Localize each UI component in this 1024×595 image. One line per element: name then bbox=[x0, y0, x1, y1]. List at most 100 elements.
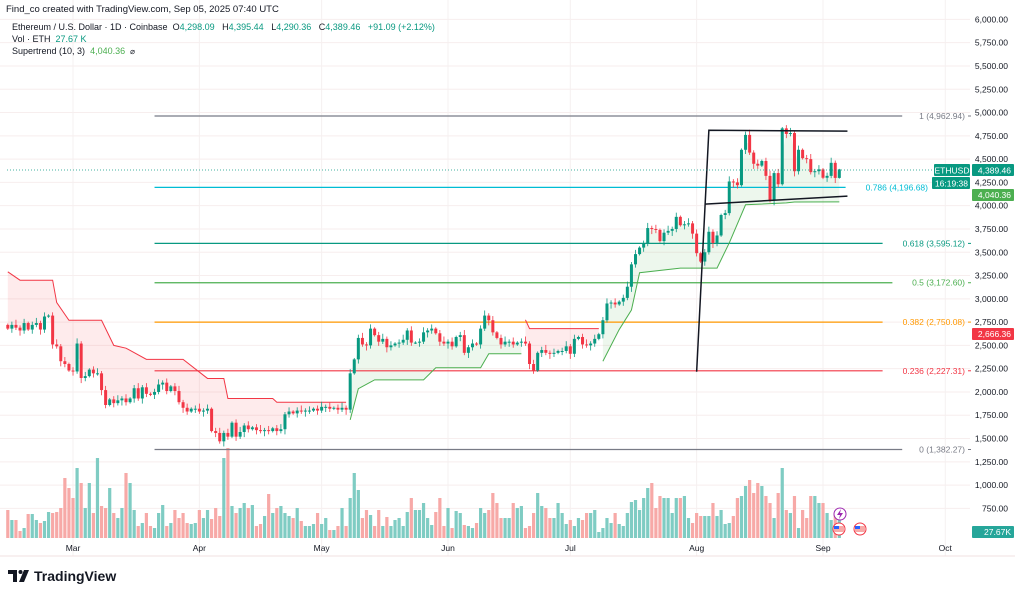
price-tick-label: 3,250.00 bbox=[975, 271, 1008, 281]
volume-bar bbox=[421, 503, 426, 538]
volume-bar bbox=[210, 519, 214, 538]
candle-body bbox=[576, 337, 580, 339]
close-value: 4,389.46 bbox=[325, 22, 361, 32]
candle-body bbox=[279, 429, 283, 432]
candle-body bbox=[312, 408, 315, 411]
candle-body bbox=[825, 175, 829, 178]
candle-body bbox=[536, 352, 540, 371]
volume-bar bbox=[99, 506, 104, 538]
candle-body bbox=[332, 407, 336, 409]
volume-bar bbox=[809, 496, 813, 538]
price-tick-label: 4,250.00 bbox=[975, 177, 1008, 187]
price-axis[interactable]: 6,000.00 5,750.00 5,500.00 5,250.00 5,000.00… bbox=[975, 14, 1008, 513]
price-tick-label: 4,000.00 bbox=[975, 201, 1008, 211]
volume-bar bbox=[527, 526, 532, 538]
fib-level-label: 0.618 (3,595.12) bbox=[903, 238, 966, 248]
tradingview-logo-icon bbox=[8, 570, 29, 582]
candle-body bbox=[670, 228, 674, 231]
volume-bar bbox=[116, 518, 120, 538]
volume-bar bbox=[104, 508, 108, 538]
volume-bar bbox=[230, 506, 234, 538]
candle-body bbox=[356, 337, 360, 360]
volume-bar bbox=[254, 526, 259, 538]
price-tick-label: 5,250.00 bbox=[975, 84, 1008, 94]
supertrend-down-fill bbox=[7, 271, 347, 438]
candle-body bbox=[377, 335, 381, 342]
candle-body bbox=[222, 432, 226, 442]
low-value: 4,290.36 bbox=[276, 22, 312, 32]
candle-body bbox=[507, 341, 511, 343]
time-axis[interactable]: Mar Apr May Jun Jul Aug Sep Oct bbox=[66, 543, 953, 553]
candle-body bbox=[128, 398, 132, 403]
candle-body bbox=[487, 315, 491, 321]
volume-bar bbox=[148, 526, 153, 538]
candle-body bbox=[475, 343, 479, 345]
volume-bar bbox=[430, 525, 434, 538]
candle-body bbox=[104, 390, 108, 405]
candle-body bbox=[711, 231, 715, 243]
price-tick-label: 2,500.00 bbox=[975, 340, 1008, 350]
candle-body bbox=[295, 410, 299, 414]
candle-body bbox=[581, 337, 585, 345]
attribution-text: Find_co created with TradingView.com, Se… bbox=[6, 4, 279, 15]
candle-body bbox=[760, 160, 764, 166]
candle-body bbox=[621, 297, 625, 302]
price-tick-label: 2,750.00 bbox=[975, 317, 1008, 327]
candle-body bbox=[723, 213, 727, 215]
candle-body bbox=[739, 149, 743, 186]
candle-body bbox=[719, 214, 723, 236]
candle-body bbox=[572, 338, 576, 354]
candle-body bbox=[271, 428, 275, 432]
volume-bar bbox=[222, 458, 226, 538]
volume-bar bbox=[756, 483, 760, 538]
volume-bar bbox=[397, 518, 401, 538]
candle-body bbox=[22, 323, 26, 331]
volume-bar bbox=[173, 510, 177, 538]
volume-bar bbox=[719, 510, 723, 538]
volume-bar bbox=[642, 498, 646, 538]
eye-off-icon[interactable]: ⌀ bbox=[130, 47, 135, 56]
lightning-event-icon[interactable] bbox=[833, 507, 847, 521]
volume-bar bbox=[617, 524, 621, 538]
candle-body bbox=[540, 350, 544, 353]
candle-body bbox=[768, 175, 772, 201]
volume-bar bbox=[336, 526, 340, 538]
candle-body bbox=[585, 344, 589, 346]
volume-bar bbox=[548, 518, 552, 538]
volume-bar bbox=[95, 458, 100, 538]
tradingview-logo[interactable]: TradingView bbox=[8, 568, 116, 584]
candle-body bbox=[246, 425, 250, 430]
volume-bar bbox=[46, 512, 51, 538]
volume-bar bbox=[283, 513, 287, 538]
us-flag-event-icon[interactable] bbox=[853, 522, 867, 536]
candle-body bbox=[801, 149, 805, 159]
candle-body bbox=[267, 430, 271, 432]
volume-legend[interactable]: Vol · ETH 27.67 K bbox=[12, 34, 92, 44]
flagpole-line bbox=[695, 129, 848, 372]
supertrend-legend[interactable]: Supertrend (10, 3) 4,040.36 ⌀ bbox=[12, 46, 135, 56]
symbol-legend[interactable]: Ethereum / U.S. Dollar · 1D · Coinbase O… bbox=[12, 22, 440, 32]
volume-bar bbox=[589, 513, 593, 538]
volume-bar bbox=[299, 521, 303, 538]
volume-bar bbox=[87, 483, 91, 538]
volume-bar bbox=[124, 473, 128, 538]
symbol-badge: ETHUSD bbox=[934, 164, 970, 176]
us-flag-event-icon[interactable] bbox=[832, 522, 846, 536]
volume-bar bbox=[271, 513, 275, 538]
candle-body bbox=[218, 432, 222, 442]
volume-bar bbox=[690, 523, 695, 538]
candle-body bbox=[532, 364, 536, 371]
volume-bar bbox=[51, 513, 55, 538]
supertrend-down-segment bbox=[524, 319, 599, 330]
volume-bar bbox=[731, 516, 735, 538]
volume-bar bbox=[576, 518, 581, 538]
volume-bar bbox=[22, 528, 26, 538]
volume-bar bbox=[214, 508, 218, 538]
low-label: L bbox=[271, 22, 277, 32]
candle-body bbox=[38, 323, 42, 330]
volume-bar bbox=[144, 513, 148, 538]
candle-body bbox=[613, 302, 617, 305]
candle-body bbox=[837, 169, 841, 178]
trendline-drawings[interactable] bbox=[695, 129, 848, 372]
